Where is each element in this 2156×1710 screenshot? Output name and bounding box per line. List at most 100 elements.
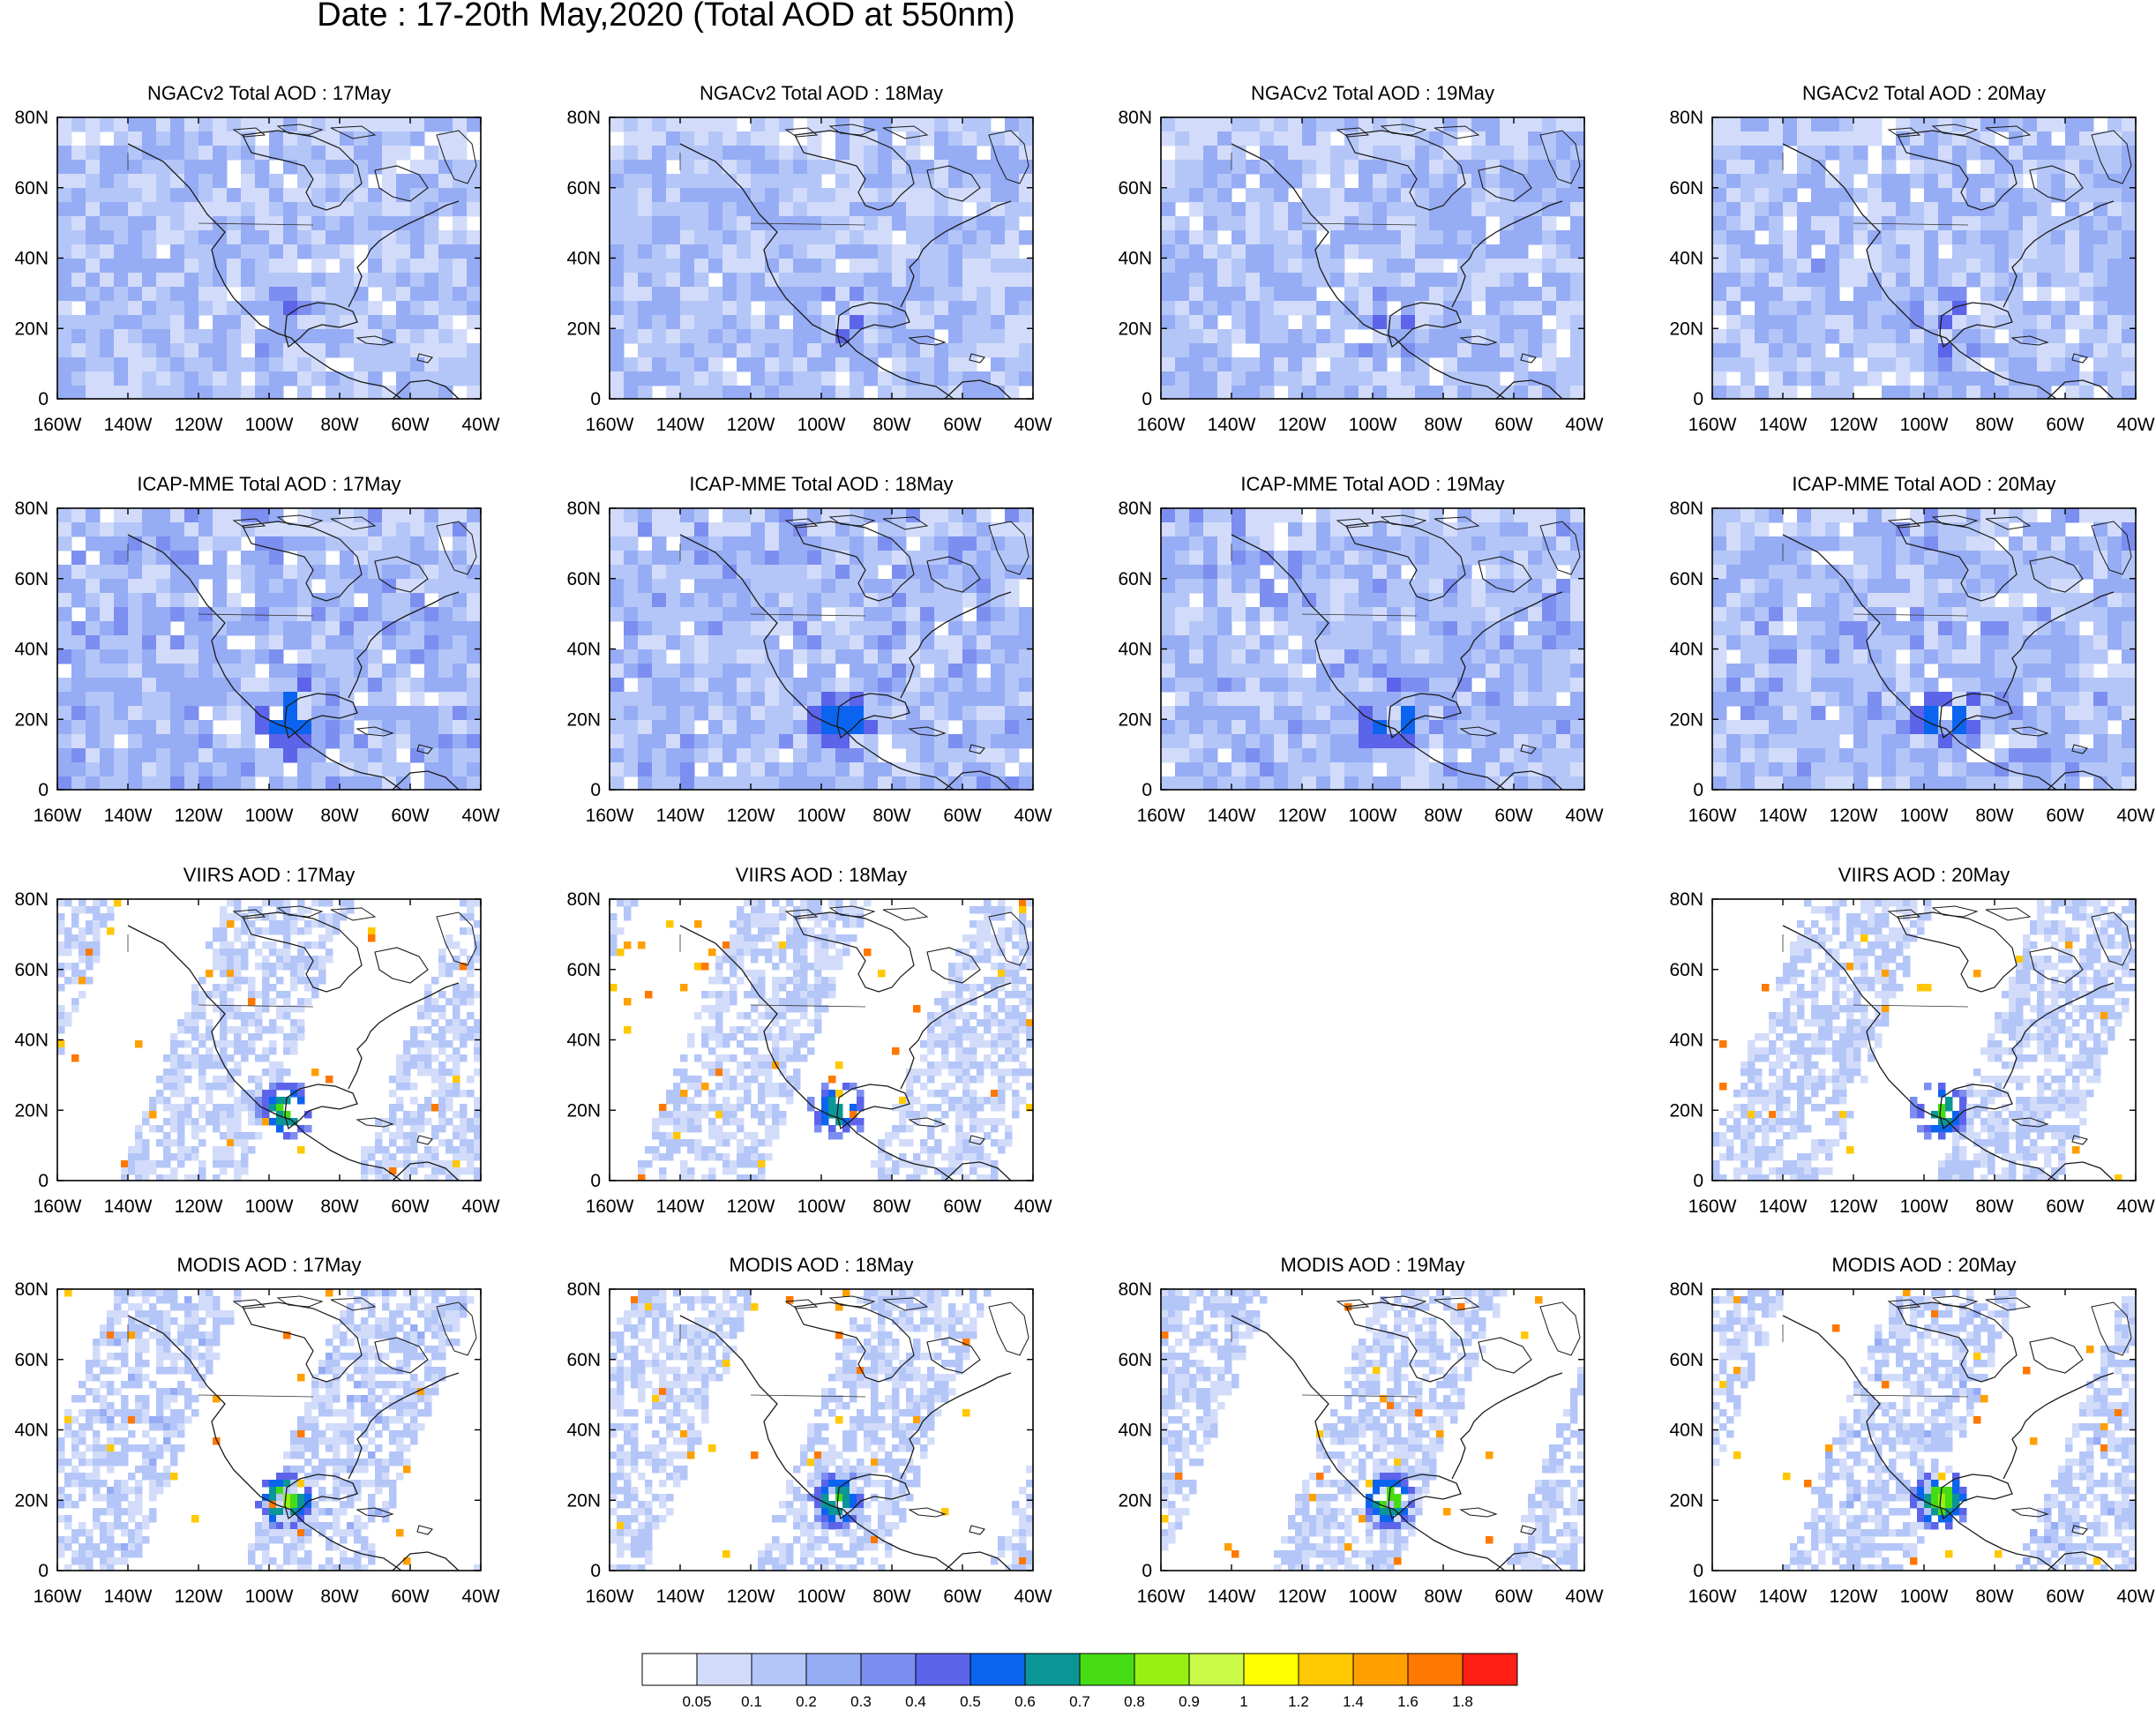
figure-title: Date : 17-20th May,2020 (Total AOD at 55…	[317, 0, 1014, 34]
x-tick-label: 80W	[1424, 415, 1462, 435]
colorbar-swatch	[696, 1653, 752, 1686]
x-tick-label: 60W	[391, 806, 429, 826]
colorbar-swatch	[1352, 1653, 1409, 1686]
x-tick-label: 140W	[656, 415, 705, 435]
panel-title: NGACv2 Total AOD : 20May	[1802, 82, 2046, 104]
y-tick-label: 40N	[1118, 640, 1152, 660]
x-tick-label: 60W	[2046, 1586, 2084, 1607]
colorbar-label: 0.2	[796, 1693, 817, 1710]
panel-title: VIIRS AOD : 17May	[183, 864, 355, 886]
x-tick-label: 40W	[1565, 415, 1603, 435]
aod-colorbar: 0.05 0.1 0.2 0.3 0.4 0.5 0.6 0.7 0.8 0.9 1 1.2 1.4 1.…	[641, 1653, 1518, 1710]
y-tick-label: 60N	[1669, 960, 1703, 980]
x-tick-label: 140W	[1759, 1196, 1808, 1217]
y-tick-label: 60N	[14, 960, 49, 980]
x-tick-label: 120W	[727, 806, 775, 826]
x-tick-label: 140W	[1208, 1586, 1256, 1607]
panel-title: NGACv2 Total AOD : 19May	[1251, 82, 1494, 104]
panel-title: VIIRS AOD : 20May	[1838, 864, 2010, 886]
y-tick-label: 0	[38, 1171, 49, 1191]
x-tick-label: 40W	[1565, 806, 1603, 826]
colorbar-swatch	[805, 1653, 862, 1686]
y-tick-label: 80N	[1669, 499, 1703, 519]
map-panel: VIIRS AOD : 18May 160W 140W 120W 100W 80W 60W 4…	[566, 864, 1052, 1217]
y-tick-label: 40N	[14, 249, 49, 269]
colorbar-swatch	[1079, 1653, 1135, 1686]
x-tick-label: 160W	[586, 806, 634, 826]
x-tick-label: 100W	[797, 1586, 846, 1607]
x-tick-label: 160W	[34, 1586, 82, 1607]
y-tick-label: 20N	[1669, 709, 1703, 730]
panel-title: NGACv2 Total AOD : 18May	[700, 82, 943, 104]
panel-title: MODIS AOD : 18May	[729, 1254, 913, 1276]
x-tick-label: 60W	[943, 1586, 981, 1607]
y-tick-label: 60N	[1669, 178, 1703, 199]
aod-field	[57, 508, 481, 790]
x-tick-label: 60W	[2046, 806, 2084, 826]
y-tick-label: 80N	[566, 108, 601, 128]
x-tick-label: 160W	[1688, 1196, 1737, 1217]
aod-field	[1161, 508, 1584, 790]
x-tick-label: 60W	[2046, 1196, 2084, 1217]
y-tick-label: 60N	[566, 178, 601, 199]
map-panel: MODIS AOD : 20May 160W 140W 120W 100W 80W 60W 4…	[1669, 1254, 2154, 1607]
y-tick-label: 20N	[1669, 1100, 1703, 1121]
y-tick-label: 20N	[1669, 1490, 1703, 1511]
y-tick-label: 0	[38, 1561, 49, 1581]
x-tick-label: 120W	[727, 415, 775, 435]
x-tick-label: 100W	[797, 1196, 846, 1217]
y-tick-label: 60N	[1118, 1350, 1152, 1370]
map-panels: NGACv2 Total AOD : 17May 160W 140W 120W 100W…	[14, 82, 2154, 1607]
x-tick-label: 120W	[1830, 415, 1878, 435]
y-tick-label: 60N	[1118, 178, 1152, 199]
x-tick-label: 40W	[461, 415, 499, 435]
colorbar-label: 1	[1239, 1693, 1247, 1710]
x-tick-label: 80W	[1424, 806, 1462, 826]
map-panel: ICAP-MME Total AOD : 19May 160W 140W 120W 10…	[1118, 473, 1603, 826]
y-tick-label: 80N	[14, 108, 49, 128]
map-panel: NGACv2 Total AOD : 17May 160W 140W 120W 100W…	[14, 82, 499, 435]
y-tick-label: 60N	[566, 960, 601, 980]
panel-title: MODIS AOD : 20May	[1831, 1254, 2016, 1276]
x-tick-label: 160W	[586, 1196, 634, 1217]
colorbar-label: 1.8	[1452, 1693, 1473, 1710]
x-tick-label: 80W	[320, 1586, 358, 1607]
map-panel: VIIRS AOD : 17May 160W 140W 120W 100W 80W 60W 4…	[14, 864, 499, 1217]
x-tick-label: 40W	[2116, 415, 2154, 435]
map-panel: MODIS AOD : 18May 160W 140W 120W 100W 80W 60W 4…	[566, 1254, 1052, 1607]
y-tick-label: 60N	[14, 178, 49, 199]
y-tick-label: 40N	[566, 249, 601, 269]
x-tick-label: 140W	[104, 415, 153, 435]
y-tick-label: 80N	[1669, 1279, 1703, 1300]
y-tick-label: 20N	[1669, 319, 1703, 339]
x-tick-label: 60W	[1494, 1586, 1532, 1607]
colorbar-label: 0.1	[741, 1693, 762, 1710]
y-tick-label: 40N	[566, 1031, 601, 1051]
y-tick-label: 0	[590, 389, 601, 409]
y-tick-label: 80N	[14, 889, 49, 910]
x-tick-label: 120W	[727, 1196, 775, 1217]
x-tick-label: 80W	[872, 1196, 910, 1217]
x-tick-label: 120W	[1278, 1586, 1327, 1607]
x-tick-label: 40W	[461, 1586, 499, 1607]
y-tick-label: 60N	[1669, 569, 1703, 589]
aod-field	[1161, 1289, 1584, 1571]
y-tick-label: 60N	[1118, 569, 1152, 589]
y-tick-label: 60N	[14, 1350, 49, 1370]
y-tick-label: 40N	[1669, 1031, 1703, 1051]
colorbar-swatch	[1462, 1653, 1518, 1686]
panel-title: ICAP-MME Total AOD : 20May	[1792, 473, 2055, 495]
x-tick-label: 100W	[1900, 806, 1949, 826]
x-tick-label: 120W	[175, 806, 223, 826]
x-tick-label: 80W	[872, 415, 910, 435]
colorbar-swatch	[969, 1653, 1026, 1686]
x-tick-label: 40W	[2116, 1586, 2154, 1607]
x-tick-label: 160W	[1688, 1586, 1737, 1607]
y-tick-label: 80N	[14, 499, 49, 519]
map-panel: NGACv2 Total AOD : 18May 160W 140W 120W 100W…	[566, 82, 1052, 435]
y-tick-label: 20N	[566, 709, 601, 730]
colorbar-label: 0.5	[960, 1693, 981, 1710]
x-tick-label: 160W	[1688, 415, 1737, 435]
map-panel: MODIS AOD : 19May 160W 140W 120W 100W 80W 60W 4…	[1118, 1254, 1603, 1607]
